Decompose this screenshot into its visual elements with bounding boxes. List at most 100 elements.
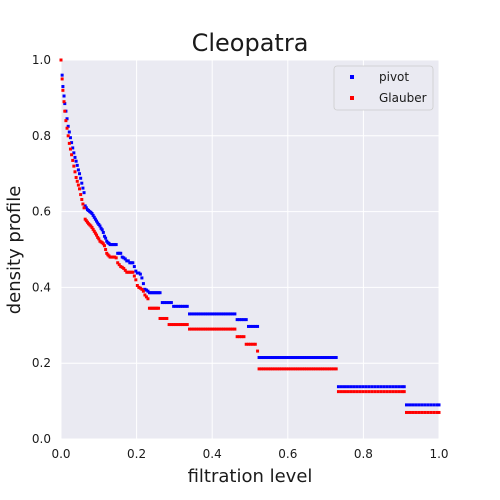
data-point-pivot [60,73,64,77]
data-point-glauber [266,367,270,371]
data-point-pivot [110,243,114,247]
data-point-glauber [72,164,76,168]
data-point-pivot [426,403,430,407]
data-point-glauber [132,274,136,278]
data-point-glauber [76,183,80,187]
data-point-glauber [242,335,246,339]
data-point-glauber [78,187,82,191]
data-point-glauber [73,170,77,174]
data-point-pivot [91,213,95,217]
x-tick-labels: 0.0 0.2 0.4 0.6 0.8 1.0 [51,447,448,461]
data-point-pivot [183,304,187,308]
data-point-glauber [97,237,101,241]
data-point-pivot [296,356,300,360]
data-point-pivot [67,130,71,134]
data-point-glauber [160,316,164,320]
data-point-glauber [302,367,306,371]
data-point-pivot [373,385,377,389]
data-point-pivot [307,356,311,360]
data-point-glauber [61,88,65,92]
data-point-glauber [376,390,380,394]
data-point-pivot [181,304,185,308]
data-point-pivot [385,385,389,389]
data-point-pivot [116,251,120,255]
data-point-pivot [192,312,196,316]
data-point-pivot [138,272,142,276]
data-point-pivot [251,324,255,328]
data-point-pivot [293,356,297,360]
legend-box [333,65,434,111]
data-point-pivot [429,403,433,407]
data-point-pivot [273,356,277,360]
data-point-glauber [70,153,74,157]
data-point-glauber [321,367,325,371]
data-point-pivot [249,324,253,328]
data-point-glauber [289,367,293,371]
data-point-glauber [152,306,156,310]
data-point-pivot [126,259,130,263]
data-point-glauber [318,367,322,371]
data-point-glauber [316,367,320,371]
legend-marker-pivot [350,75,354,79]
data-point-pivot [75,163,79,167]
data-point-glauber [402,390,406,394]
data-point-pivot [152,291,156,295]
data-point-pivot [240,318,244,322]
y-tick-label: 0.8 [32,129,51,143]
data-point-pivot [287,356,291,360]
data-point-glauber [244,342,248,346]
data-point-glauber [134,278,138,282]
data-point-glauber [394,390,398,394]
data-point-pivot [197,312,201,316]
data-point-pivot [417,403,421,407]
data-point-glauber [364,390,368,394]
data-point-glauber [240,335,244,339]
data-point-pivot [128,261,132,265]
data-point-pivot [330,356,334,360]
data-point-glauber [157,306,161,310]
data-point-pivot [120,255,124,259]
data-point-pivot [235,318,239,322]
data-point-pivot [222,312,226,316]
data-point-glauber [228,327,232,331]
legend: pivot Glauber [333,65,434,111]
data-point-pivot [206,312,210,316]
data-point-glauber [117,263,121,267]
data-point-glauber [169,323,173,327]
data-point-pivot [80,181,84,185]
data-point-glauber [217,327,221,331]
data-point-pivot [90,211,94,215]
data-point-glauber [128,270,132,274]
data-point-glauber [199,327,203,331]
data-point-pivot [146,289,150,293]
data-point-glauber [382,390,386,394]
data-point-pivot [210,312,214,316]
data-point-glauber [185,323,189,327]
data-point-pivot [259,356,263,360]
data-point-glauber [140,287,144,291]
data-point-glauber [158,316,162,320]
data-point-pivot [93,217,97,221]
data-point-glauber [62,100,66,104]
data-point-glauber [143,293,147,297]
data-point-pivot [316,356,320,360]
data-point-glauber [411,410,415,414]
data-point-glauber [129,270,133,274]
data-point-glauber [174,323,178,327]
data-point-glauber [291,367,295,371]
data-point-pivot [114,243,118,247]
data-point-pivot [143,287,147,291]
data-point-glauber [397,390,401,394]
data-point-glauber [432,410,436,414]
data-point-pivot [212,312,216,316]
data-point-pivot [134,269,138,273]
data-point-pivot [400,385,404,389]
data-point-pivot [323,356,327,360]
data-point-glauber [264,367,268,371]
data-point-glauber [91,227,95,231]
x-tick-label: 0.2 [127,447,146,461]
data-point-pivot [291,356,295,360]
data-point-pivot [432,403,436,407]
data-point-pivot [154,291,157,295]
